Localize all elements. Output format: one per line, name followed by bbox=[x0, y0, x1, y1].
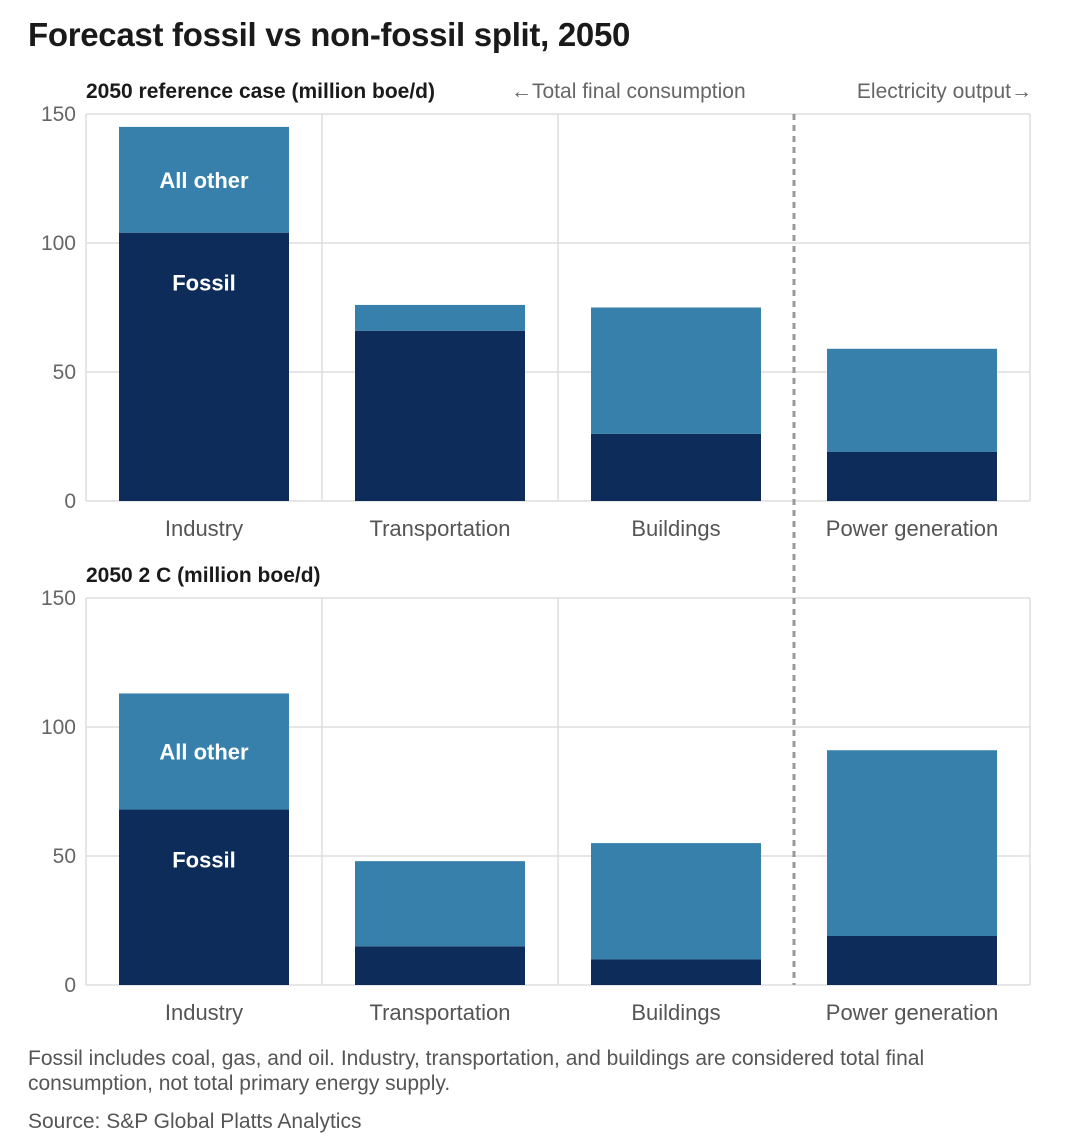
panel-2-bar-all-other-industry bbox=[119, 693, 289, 810]
panel-2-y-tick-label: 0 bbox=[64, 974, 76, 997]
panel-1-y-tick-label: 0 bbox=[64, 490, 76, 513]
panel-2-bar-fossil-transportation bbox=[355, 946, 525, 985]
footnote: Fossil includes coal, gas, and oil. Indu… bbox=[28, 1047, 925, 1095]
panel-2-category-label: Buildings bbox=[631, 1000, 720, 1025]
panel-1-category-label: Buildings bbox=[631, 516, 720, 541]
panel-1-bar-fossil-transportation bbox=[355, 330, 525, 501]
panel-2-y-tick-label: 100 bbox=[41, 716, 76, 739]
panel-2-bar-all-other-power-generation bbox=[827, 750, 997, 936]
panel-2-bar-all-other-buildings bbox=[591, 843, 761, 960]
panel-2-category-label: Industry bbox=[165, 1000, 243, 1025]
panel-2-series-label-all-other: All other bbox=[159, 740, 249, 765]
panel-1-bar-all-other-industry bbox=[119, 126, 289, 233]
panel-2-bar-fossil-power-generation bbox=[827, 935, 997, 985]
panel-2-bar-all-other-transportation bbox=[355, 861, 525, 947]
panel-1-title: 2050 reference case (million boe/d) bbox=[86, 80, 435, 103]
panel-1-bar-all-other-buildings bbox=[591, 307, 761, 434]
panel-1-y-tick-label: 50 bbox=[53, 361, 76, 384]
chart-title: Forecast fossil vs non-fossil split, 205… bbox=[28, 16, 631, 53]
panel-2-bar-fossil-buildings bbox=[591, 959, 761, 985]
panel-1-series-label-all-other: All other bbox=[159, 168, 249, 193]
panel-1-category-label: Industry bbox=[165, 516, 243, 541]
panel-1-y-tick-label: 150 bbox=[41, 103, 76, 126]
panel-2-y-tick-label: 50 bbox=[53, 845, 76, 868]
panel-1-bar-fossil-power-generation bbox=[827, 451, 997, 501]
panel-2-category-label: Power generation bbox=[826, 1000, 998, 1025]
panel-2-category-label: Transportation bbox=[369, 1000, 510, 1025]
panel-1-bar-all-other-transportation bbox=[355, 304, 525, 331]
panel-1-series-label-fossil: Fossil bbox=[172, 271, 236, 296]
panel-1-bar-all-other-power-generation bbox=[827, 348, 997, 452]
panel-2-bar-fossil-industry bbox=[119, 809, 289, 985]
panel-2-series-label-fossil: Fossil bbox=[172, 848, 236, 873]
panel-1-bar-fossil-buildings bbox=[591, 433, 761, 501]
total-final-consumption-header: ←Total final consumption bbox=[511, 80, 746, 103]
panel-1-category-label: Power generation bbox=[826, 516, 998, 541]
panel-2-y-tick-label: 150 bbox=[41, 587, 76, 610]
panel-1-category-label: Transportation bbox=[369, 516, 510, 541]
electricity-output-header: Electricity output→ bbox=[857, 80, 1032, 103]
panel-1-bar-fossil-industry bbox=[119, 232, 289, 501]
panel-1-y-tick-label: 100 bbox=[41, 232, 76, 255]
source-note: Source: S&P Global Platts Analytics bbox=[28, 1110, 362, 1133]
panel-2-title: 2050 2 C (million boe/d) bbox=[86, 564, 321, 587]
